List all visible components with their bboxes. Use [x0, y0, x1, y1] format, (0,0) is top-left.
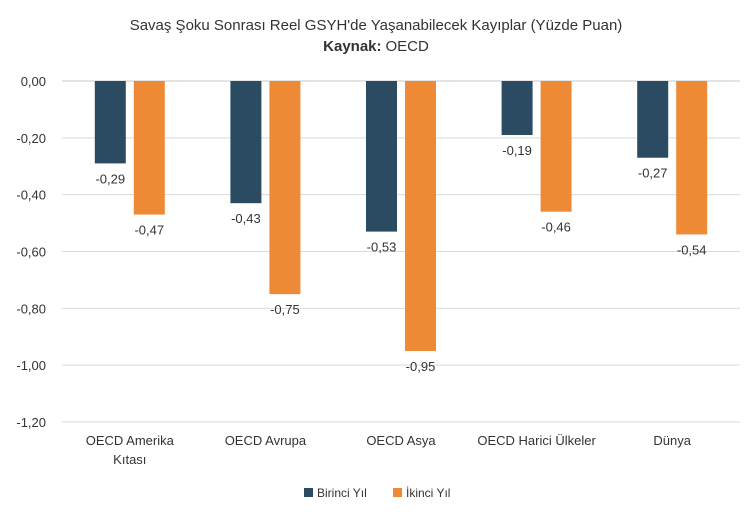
data-label: -0,19: [502, 143, 532, 158]
x-category-label: Dünya: [653, 433, 691, 448]
chart-source-value: OECD: [386, 38, 430, 55]
legend: Birinci Yıl İkinci Yıl: [304, 486, 450, 500]
bar: [637, 81, 669, 158]
data-label: -0,46: [541, 220, 571, 235]
x-category-label-line: OECD Avrupa: [225, 433, 307, 448]
y-tick-label: -1,00: [16, 358, 46, 373]
data-label: -0,43: [231, 211, 261, 226]
data-label: -0,27: [638, 166, 668, 181]
legend-label: Birinci Yıl: [317, 486, 367, 500]
x-axis-category-labels: OECD Amerika Kıtası OECD Avrupa OECD Asya OE…: [86, 433, 692, 467]
chart-title: Savaş Şoku Sonrası Reel GSYH'de Yaşanabi…: [130, 17, 623, 34]
x-category-label: OECD Asya: [366, 433, 436, 448]
y-tick-label: 0,00: [21, 74, 46, 89]
y-tick-label: -0,40: [16, 188, 46, 203]
bar: [676, 81, 708, 235]
y-tick-label: -0,80: [16, 301, 46, 316]
bar: [230, 81, 262, 204]
data-label: -0,75: [270, 302, 300, 317]
bar: [133, 81, 165, 215]
x-category-label-line: OECD Asya: [366, 433, 436, 448]
x-category-label-line: OECD Amerika: [86, 433, 175, 448]
data-label: -0,53: [367, 240, 397, 255]
legend-swatch: [393, 488, 402, 497]
x-category-label-line: OECD Harici Ülkeler: [477, 433, 596, 448]
legend-label: İkinci Yıl: [406, 486, 450, 500]
data-label: -0,47: [134, 223, 164, 238]
bar: [501, 81, 533, 135]
data-label: -0,95: [406, 359, 436, 374]
x-category-label: OECD Amerika Kıtası: [86, 433, 175, 467]
x-category-label-line: Kıtası: [113, 452, 146, 467]
y-tick-label: -0,60: [16, 245, 46, 260]
data-label: -0,29: [95, 171, 125, 186]
chart-source: Kaynak: OECD: [323, 38, 429, 55]
x-category-label: OECD Avrupa: [225, 433, 307, 448]
x-category-label-line: Dünya: [653, 433, 691, 448]
bar: [94, 81, 126, 164]
bar: [269, 81, 301, 295]
y-tick-label: -1,20: [16, 415, 46, 430]
y-axis-tick-labels: 0,00 -0,20 -0,40 -0,60 -0,80 -1,00 -1,20: [16, 74, 46, 430]
bar: [405, 81, 436, 351]
x-category-label: OECD Harici Ülkeler: [477, 433, 596, 448]
data-label: -0,54: [677, 242, 707, 257]
bars: [94, 81, 708, 351]
gridlines: [62, 80, 740, 423]
bar: [366, 81, 397, 232]
chart-source-label: Kaynak:: [323, 38, 381, 55]
legend-swatch: [304, 488, 313, 497]
data-labels: -0,29 -0,47 -0,43 -0,75 -0,53 -0,95 -0,19 -0,46…: [95, 143, 706, 374]
y-tick-label: -0,20: [16, 131, 46, 146]
bar: [540, 81, 572, 212]
